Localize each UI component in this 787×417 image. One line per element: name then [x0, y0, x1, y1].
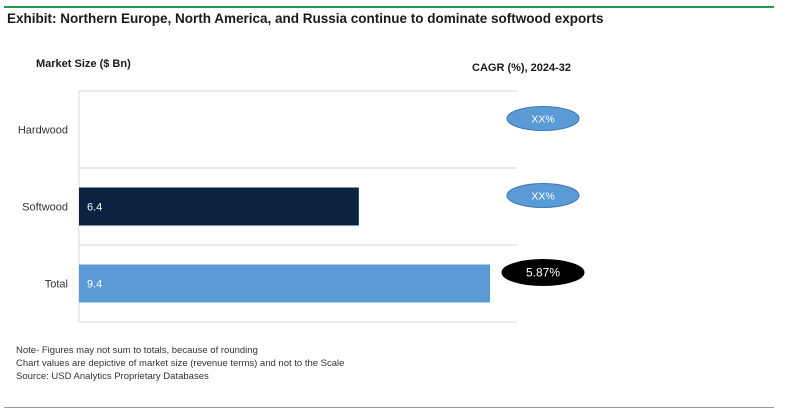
- note-rounding: Note- Figures may not sum to totals, bec…: [16, 345, 258, 356]
- cagr-value-hardwood: XX%: [531, 114, 554, 126]
- cagr-value-softwood: XX%: [531, 191, 554, 203]
- bottom-rule: [4, 407, 774, 408]
- bar-total: [79, 264, 490, 303]
- y-axis-label: Market Size ($ Bn): [36, 58, 131, 70]
- category-label-total: Total: [45, 279, 68, 291]
- category-label-softwood: Softwood: [22, 202, 68, 214]
- cagr-bubble-softwood: [506, 183, 580, 208]
- category-label-hardwood: Hardwood: [18, 125, 68, 137]
- top-rule: [4, 6, 774, 8]
- cagr-bubble-total: [501, 259, 585, 286]
- cagr-header: CAGR (%), 2024-32: [472, 62, 572, 74]
- data-label-total: 9.4: [87, 279, 102, 291]
- data-label-softwood: 6.4: [87, 202, 102, 214]
- cagr-bubble-hardwood: [506, 106, 580, 131]
- note-scale: Chart values are depictive of market siz…: [16, 358, 345, 369]
- note-source: Source: USD Analytics Proprietary Databa…: [16, 371, 209, 382]
- footnotes: Note- Figures may not sum to totals, bec…: [16, 344, 344, 383]
- bar-softwood: [79, 187, 359, 226]
- cagr-value-total: 5.87%: [526, 266, 560, 280]
- exhibit-title: Exhibit: Northern Europe, North America,…: [7, 11, 604, 26]
- bar-chart: Hardwood XX% Softwood 6.4 XX% Total 9.4 5.87%: [18, 90, 585, 323]
